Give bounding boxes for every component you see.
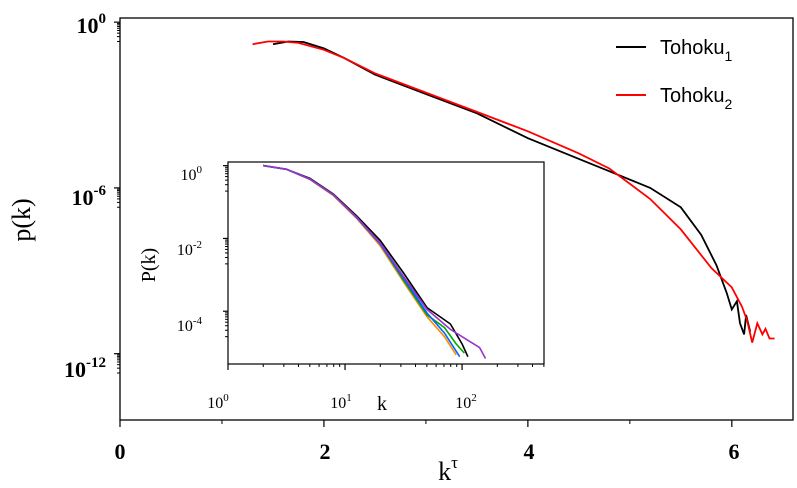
main-y-axis-title: p(k) [7,198,36,241]
main-ytick-label-1: 10-6 [72,183,107,210]
inset-xtick-label-2: 102 [455,392,477,412]
main-xtick-label-0: 0 [115,439,126,464]
inset-xtick-label-1: 101 [330,392,352,412]
main-plot-frame [119,17,794,421]
main-x-axis-title: kτ [438,453,458,486]
main-series-line-tohoku2 [252,40,775,343]
inset-plot-frame [227,161,545,365]
inset-ytick-label-2: 10-4 [177,315,203,335]
main-ytick-label-2: 10-12 [64,355,106,382]
inset-y-axis-title: P(k) [138,248,160,282]
main-xtick-label-3: 6 [729,439,740,464]
inset-xtick-label-0: 100 [207,392,229,412]
main-ytick-label-0: 100 [77,11,107,38]
inset-x-axis-title: k [377,393,387,415]
inset-ytick-label-1: 10-2 [177,239,202,259]
inset-chart: 100 10-2 10-4 100 101 102 k P(k) [138,161,545,415]
inset-series-line-4 [262,164,487,359]
legend-label-tohoku2: Tohoku2 [660,85,733,112]
main-xtick-label-1: 2 [320,439,331,464]
inset-ytick-label-0: 100 [181,164,203,184]
legend: Tohoku1 Tohoku2 [616,37,733,112]
main-xtick-label-2: 4 [524,439,535,464]
legend-label-tohoku1: Tohoku1 [660,37,733,64]
